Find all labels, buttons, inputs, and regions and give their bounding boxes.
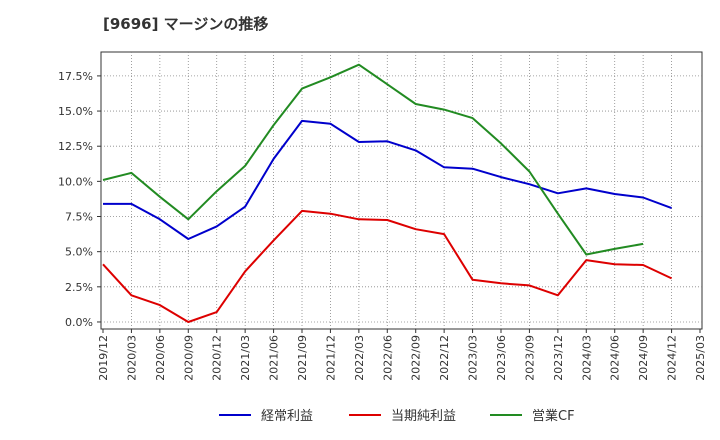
x-tick-label: 2025/03	[694, 335, 707, 381]
x-tick-label: 2023/06	[495, 335, 508, 381]
series-line-営業CF	[102, 63, 644, 256]
x-tick-label: 2022/09	[410, 335, 423, 381]
x-tick-label: 2022/06	[381, 335, 394, 381]
legend-label: 営業CF	[532, 408, 575, 424]
x-tick-label: 2020/03	[125, 335, 138, 381]
y-tick-label: 10.0%	[58, 175, 93, 188]
x-tick-label: 2020/09	[182, 335, 195, 381]
x-tick-label: 2022/03	[353, 335, 366, 381]
x-tick-label: 2024/09	[637, 335, 650, 381]
chart-title: [9696] マージンの推移	[103, 15, 269, 33]
x-tick-label: 2024/06	[609, 335, 622, 381]
y-tick-label: 0.0%	[65, 316, 93, 329]
series-lines	[102, 63, 673, 323]
y-tick-label: 7.5%	[65, 211, 93, 224]
x-tick-label: 2021/09	[296, 335, 309, 381]
legend-label: 経常利益	[261, 409, 313, 424]
x-tick-label: 2023/09	[523, 335, 536, 381]
series-line-当期純利益	[102, 209, 673, 323]
x-tick-label: 2020/12	[211, 335, 224, 381]
x-tick-label: 2020/06	[154, 335, 167, 381]
x-tick-label: 2019/12	[97, 335, 110, 381]
legend-item: 営業CF	[490, 408, 575, 424]
x-tick-label: 2024/03	[580, 335, 593, 381]
series-line-経常利益	[103, 119, 672, 240]
grid	[101, 52, 702, 329]
x-tick-label: 2023/03	[467, 335, 480, 381]
x-tick-label: 2021/12	[324, 335, 337, 381]
y-axis-tick-labels: 0.0% 2.5% 5.0% 7.5% 10.0% 12.5% 15.0% 17.5%	[58, 70, 101, 329]
x-tick-label: 2023/12	[552, 335, 565, 381]
y-tick-label: 12.5%	[58, 140, 93, 153]
y-tick-label: 2.5%	[65, 281, 93, 294]
legend-item: 当期純利益	[349, 409, 456, 424]
legend-item: 経常利益	[219, 409, 313, 424]
legend-label: 当期純利益	[391, 409, 456, 424]
y-tick-label: 15.0%	[58, 105, 93, 118]
x-tick-label: 2024/12	[666, 335, 679, 381]
x-tick-label: 2022/12	[438, 335, 451, 381]
y-tick-label: 17.5%	[58, 70, 93, 83]
x-tick-label: 2021/06	[268, 335, 281, 381]
legend: 経常利益 当期純利益 営業CF	[219, 408, 575, 424]
x-axis-tick-labels: 2019/12 2020/03 2020/06 2020/09 2020/12 2021/…	[97, 329, 707, 381]
y-tick-label: 5.0%	[65, 246, 93, 259]
x-tick-label: 2021/03	[239, 335, 252, 381]
